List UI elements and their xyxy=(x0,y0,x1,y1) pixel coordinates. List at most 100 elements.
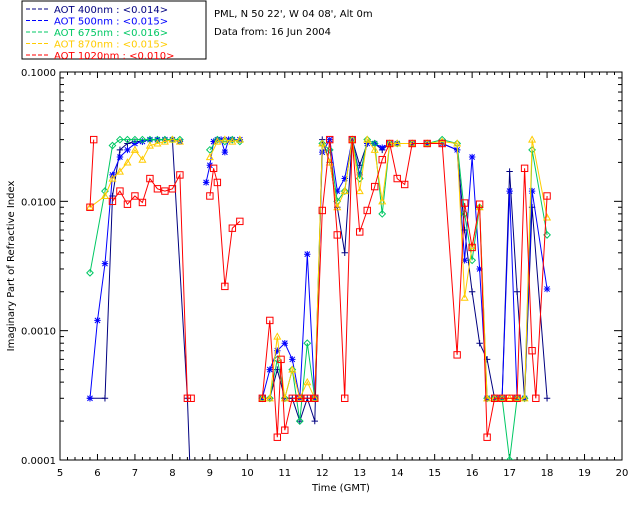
data-point xyxy=(543,395,551,402)
data-point xyxy=(528,347,536,355)
data-point xyxy=(311,417,318,425)
data-point xyxy=(273,332,282,340)
x-tick-label: 11 xyxy=(278,468,291,479)
data-point xyxy=(460,209,469,218)
data-point xyxy=(115,167,124,175)
data-point xyxy=(483,433,491,441)
data-point xyxy=(528,135,537,143)
data-point xyxy=(168,185,177,193)
x-tick-label: 20 xyxy=(616,468,629,479)
data-point xyxy=(274,347,281,354)
data-point xyxy=(520,394,529,402)
data-point xyxy=(258,394,267,402)
data-point xyxy=(176,171,184,179)
x-tick-label: 6 xyxy=(94,468,100,479)
data-point xyxy=(124,146,131,154)
data-point xyxy=(108,197,117,206)
legend-entry: AOT 870nm : <0.015> xyxy=(54,40,168,51)
data-point xyxy=(506,168,513,175)
data-point xyxy=(378,155,386,164)
data-point xyxy=(475,200,484,208)
data-point xyxy=(296,394,304,402)
data-point xyxy=(311,394,319,402)
data-point xyxy=(153,135,162,144)
data-point xyxy=(108,141,117,150)
data-point xyxy=(498,394,506,402)
data-point xyxy=(460,293,469,301)
data-point xyxy=(138,135,147,144)
data-point xyxy=(213,135,222,144)
data-point xyxy=(86,203,94,211)
data-point xyxy=(188,496,194,502)
data-point xyxy=(221,148,229,156)
x-tick-label: 14 xyxy=(391,468,404,479)
data-point xyxy=(355,186,364,195)
data-point xyxy=(303,377,312,386)
data-point xyxy=(423,139,431,148)
data-point xyxy=(153,185,162,193)
y-tick-label: 0.0010 xyxy=(21,327,56,338)
data-point xyxy=(116,153,124,161)
data-point xyxy=(205,152,214,161)
data-point xyxy=(108,174,117,182)
data-point xyxy=(370,145,379,153)
data-point xyxy=(168,135,177,144)
data-point xyxy=(265,394,274,402)
legend: AOT 400nm : <0.014>AOT 500nm : <0.015>AO… xyxy=(21,0,207,62)
data-point xyxy=(476,340,483,347)
data-point xyxy=(258,394,267,402)
data-point xyxy=(513,288,521,295)
data-point xyxy=(202,179,210,186)
data-point xyxy=(333,203,342,211)
data-point xyxy=(138,155,147,163)
data-point xyxy=(468,243,476,252)
data-point xyxy=(153,139,162,147)
data-point xyxy=(288,394,296,402)
data-point xyxy=(326,135,334,144)
y-tick-label: 0.0100 xyxy=(21,197,56,208)
data-point xyxy=(139,138,146,145)
legend-box xyxy=(21,0,207,60)
data-point xyxy=(288,365,297,374)
data-point xyxy=(453,351,461,359)
data-point xyxy=(101,260,109,267)
data-point xyxy=(168,135,177,143)
data-point xyxy=(86,395,94,402)
data-point xyxy=(379,144,386,151)
data-point xyxy=(506,187,513,195)
site-annotation: PML, N 50 22', W 04 08', Alt 0m xyxy=(214,9,373,20)
data-point xyxy=(363,135,372,143)
data-point xyxy=(288,365,297,373)
x-tick-label: 9 xyxy=(207,468,213,479)
x-tick-label: 8 xyxy=(169,468,175,479)
data-point xyxy=(101,395,109,402)
data-point xyxy=(145,141,154,149)
data-point xyxy=(348,135,356,144)
axes: 5 6 7 8 9 10 11 12 13 14 15 16 17 18 19 20 0.1000 0.0100 0… xyxy=(21,68,628,479)
x-axis-label: Time (GMT) xyxy=(311,483,370,494)
data-point xyxy=(175,135,184,144)
data-point xyxy=(146,174,154,183)
data-point xyxy=(183,394,192,402)
data-point xyxy=(461,257,468,264)
data-point xyxy=(304,251,311,258)
data-point xyxy=(277,355,285,364)
data-point xyxy=(289,356,296,363)
data-point xyxy=(340,186,349,195)
plot-area xyxy=(85,135,552,502)
data-point xyxy=(85,203,95,211)
data-point xyxy=(460,199,469,207)
data-point xyxy=(371,182,379,191)
data-point xyxy=(236,217,244,226)
data-point xyxy=(532,394,540,402)
data-point xyxy=(393,174,401,183)
data-point xyxy=(116,187,124,195)
data-point xyxy=(116,146,124,154)
data-point xyxy=(386,139,394,148)
data-point xyxy=(543,285,551,293)
plot-frame xyxy=(59,71,623,461)
data-point xyxy=(438,139,446,148)
data-point xyxy=(175,137,184,145)
data-point xyxy=(468,288,476,295)
data-point xyxy=(528,187,536,195)
